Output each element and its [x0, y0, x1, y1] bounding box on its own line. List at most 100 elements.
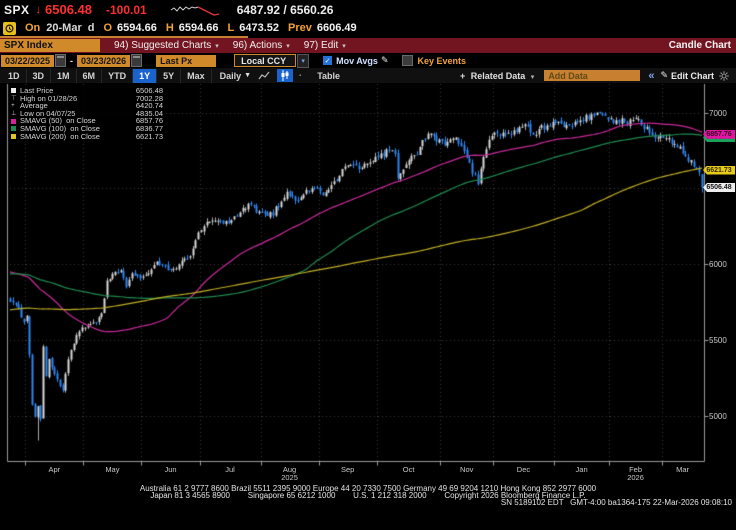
- edit-chart-button[interactable]: ✎ Edit Chart: [660, 70, 714, 81]
- session-frequency: d: [87, 22, 95, 34]
- menu-edit[interactable]: 97) Edit ▾: [304, 40, 346, 51]
- low-label: L: [227, 22, 235, 34]
- x-axis-month-label: May: [105, 465, 120, 474]
- legend-label: Last Price: [20, 86, 54, 95]
- session-on-label: On: [25, 22, 41, 34]
- legend-swatch-icon: [11, 126, 20, 132]
- chevron-down-icon: ▾: [286, 42, 290, 50]
- plus-icon: +: [459, 70, 466, 81]
- legend-value: 6506.48: [135, 86, 163, 95]
- low-value: 6473.52: [239, 22, 280, 34]
- menu-suggested-charts[interactable]: 94) Suggested Charts ▾: [114, 40, 219, 51]
- price-badge: 6857.76: [703, 129, 735, 139]
- legend-value: 6420.74: [135, 101, 163, 111]
- legend-row[interactable]: Last Price 6506.48: [11, 87, 163, 95]
- date-range-separator: -: [70, 55, 74, 66]
- x-axis-month-label: Oct: [402, 465, 415, 474]
- legend-row[interactable]: ⊥ Low on 04/07/25 4835.04: [11, 110, 163, 118]
- collapse-panel-icon[interactable]: «: [648, 69, 655, 82]
- legend-label: High on 01/28/26: [20, 93, 78, 103]
- range-tab-1y[interactable]: 1Y: [133, 68, 158, 83]
- y-axis-tick-label: 5000: [709, 411, 727, 421]
- prev-label: Prev: [288, 22, 312, 34]
- edit-mov-avgs-pencil-icon[interactable]: ✎: [380, 55, 389, 65]
- gear-icon[interactable]: [716, 69, 732, 82]
- menu-bar: SPX Index 94) Suggested Charts ▾ 96) Act…: [0, 38, 736, 53]
- legend-label: SMAVG (50) on Close: [20, 116, 96, 126]
- last-price: 6506.48: [45, 2, 93, 17]
- range-tabs: 1D 3D 1M 6M YTD 1Y 5Y Max: [2, 68, 212, 83]
- date-from-input[interactable]: 03/22/2025: [1, 54, 55, 67]
- terminal-footer: Australia 61 2 9777 8600 Brazil 5511 239…: [0, 485, 736, 507]
- range-tab-1d[interactable]: 1D: [2, 68, 27, 83]
- legend-value: 6621.73: [135, 131, 163, 141]
- range-tab-3d[interactable]: 3D: [27, 68, 52, 83]
- table-button[interactable]: Table: [317, 70, 341, 81]
- key-events-checkbox[interactable]: [402, 55, 414, 66]
- price-field-select[interactable]: Last Px: [156, 54, 217, 67]
- legend-row[interactable]: SMAVG (50) on Close 6857.76: [11, 117, 163, 125]
- menu-actions-label: 96) Actions: [232, 40, 283, 51]
- chart-type-title: Candle Chart: [668, 40, 731, 51]
- mov-avgs-checkbox[interactable]: ✓: [323, 56, 333, 65]
- more-options-icon[interactable]: ▪: [299, 72, 302, 79]
- currency-dropdown-icon[interactable]: ▾: [297, 53, 310, 68]
- related-data-button[interactable]: + Related Data ▾: [460, 71, 534, 81]
- chart-actions: + Related Data ▾ Add Data « ✎ Edit Chart: [460, 69, 732, 82]
- mov-avgs-label[interactable]: Mov Avgs: [336, 55, 378, 66]
- range-tab-max[interactable]: Max: [181, 68, 212, 83]
- prev-value: 6606.49: [316, 22, 357, 34]
- date-to-input[interactable]: 03/23/2026: [77, 54, 131, 67]
- x-axis-year-label: 2026: [627, 473, 644, 482]
- footer-session-info: SN 5189102 EDT GMT-4:00 ba1364-175 22-Ma…: [500, 498, 732, 507]
- x-axis-month-label: Dec: [516, 465, 531, 474]
- x-axis-month-label: Nov: [460, 465, 474, 474]
- x-axis-year-label: 2025: [281, 473, 298, 482]
- range-tab-6m[interactable]: 6M: [77, 68, 103, 83]
- low-marker-icon: ⊥: [11, 109, 17, 117]
- key-events-label[interactable]: Key Events: [417, 55, 467, 66]
- chevron-down-icon: ▾: [342, 42, 346, 50]
- related-data-label: Related Data: [470, 70, 526, 81]
- high-marker-icon: ⊤: [11, 94, 17, 102]
- security-field[interactable]: SPX Index: [0, 39, 100, 52]
- price-down-arrow-icon: ↓: [35, 3, 42, 16]
- legend-label: Average: [20, 101, 48, 111]
- ticker-symbol: SPX: [4, 2, 30, 17]
- quote-bar: SPX ↓ 6506.48 -100.01 6487.92 / 6560.26: [0, 0, 736, 19]
- legend-row[interactable]: SMAVG (200) on Close 6621.73: [11, 131, 163, 141]
- x-axis-month-label: Apr: [48, 465, 61, 474]
- legend-value: 4835.04: [135, 108, 163, 118]
- legend-row[interactable]: + Average 6420.74: [11, 102, 163, 110]
- legend-swatch-icon: [11, 88, 20, 94]
- legend-label: Low on 04/07/25: [20, 108, 76, 118]
- calendar-icon[interactable]: [131, 54, 143, 67]
- add-data-input[interactable]: Add Data: [544, 70, 641, 81]
- footer-phones-line2: Japan 81 3 4565 8900 Singapore 65 6212 1…: [150, 491, 586, 500]
- legend-value: 6836.77: [135, 123, 163, 133]
- range-tab-1m[interactable]: 1M: [51, 68, 77, 83]
- x-axis-month-label: Sep: [341, 465, 355, 474]
- range-tab-5y[interactable]: 5Y: [157, 68, 182, 83]
- candle-chart-icon[interactable]: [277, 69, 294, 82]
- y-axis-tick-label: 6000: [709, 260, 727, 270]
- legend-value: 7002.28: [135, 93, 163, 103]
- line-chart-icon[interactable]: [256, 69, 272, 82]
- high-value: 6594.66: [178, 22, 219, 34]
- avg-marker-icon: +: [11, 102, 15, 110]
- high-label: H: [165, 22, 174, 34]
- period-select[interactable]: Daily ▼: [220, 71, 251, 81]
- open-label: O: [103, 22, 113, 34]
- session-bar: On 20-Mar d O 6594.66 H 6594.66 L 6473.5…: [0, 19, 736, 37]
- legend-row[interactable]: ⊤ High on 01/28/26 7002.28: [11, 93, 163, 103]
- legend-label: SMAVG (100) on Close: [20, 123, 100, 133]
- calendar-icon[interactable]: [55, 54, 67, 67]
- legend-swatch-icon: [11, 133, 20, 139]
- alarm-clock-icon[interactable]: [3, 21, 16, 35]
- range-tab-ytd[interactable]: YTD: [102, 68, 134, 83]
- chart-legend: Last Price 6506.48 ⊤ High on 01/28/26 7002.2…: [9, 86, 165, 142]
- menu-actions[interactable]: 96) Actions ▾: [233, 40, 290, 51]
- currency-select[interactable]: Local CCY: [234, 54, 297, 67]
- legend-row[interactable]: SMAVG (100) on Close 6836.77: [11, 125, 163, 133]
